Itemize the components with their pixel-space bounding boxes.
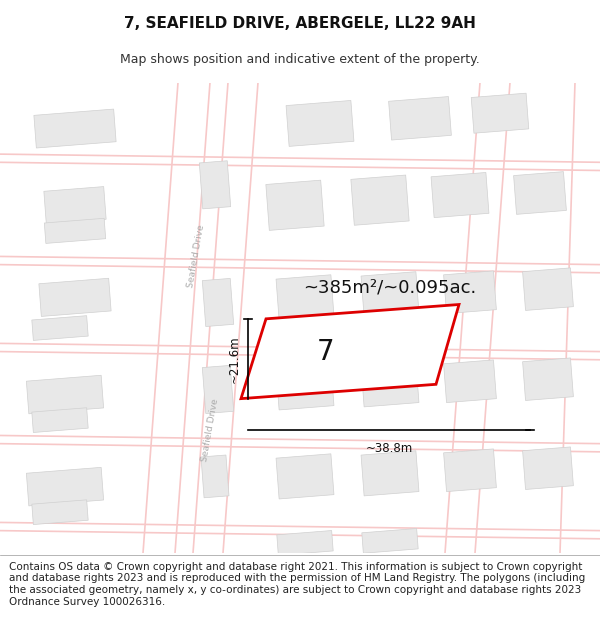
Polygon shape [443, 360, 496, 403]
Polygon shape [199, 161, 230, 209]
Text: 7: 7 [317, 338, 334, 366]
Text: ~38.8m: ~38.8m [365, 442, 413, 455]
Polygon shape [523, 268, 574, 311]
Polygon shape [351, 175, 409, 225]
Polygon shape [443, 449, 496, 492]
Polygon shape [276, 365, 334, 410]
Polygon shape [241, 304, 459, 399]
Polygon shape [202, 366, 233, 414]
Polygon shape [32, 316, 88, 341]
Polygon shape [276, 275, 334, 320]
Polygon shape [32, 408, 88, 432]
Polygon shape [361, 272, 419, 317]
Text: 7, SEAFIELD DRIVE, ABERGELE, LL22 9AH: 7, SEAFIELD DRIVE, ABERGELE, LL22 9AH [124, 16, 476, 31]
Polygon shape [26, 375, 104, 414]
Polygon shape [44, 187, 106, 224]
Polygon shape [286, 101, 354, 146]
Polygon shape [26, 468, 104, 506]
Polygon shape [201, 455, 229, 498]
Polygon shape [443, 271, 496, 314]
Polygon shape [266, 180, 324, 231]
Text: ~385m²/~0.095ac.: ~385m²/~0.095ac. [304, 278, 476, 296]
Text: Seafield Drive: Seafield Drive [200, 398, 220, 462]
Polygon shape [389, 97, 451, 140]
Polygon shape [32, 500, 88, 524]
Polygon shape [471, 93, 529, 133]
Polygon shape [34, 109, 116, 148]
Text: Map shows position and indicative extent of the property.: Map shows position and indicative extent… [120, 53, 480, 66]
Text: Seafield Drive: Seafield Drive [186, 224, 206, 289]
Polygon shape [39, 278, 111, 316]
Polygon shape [361, 362, 419, 407]
Polygon shape [277, 531, 333, 555]
Text: ~21.6m: ~21.6m [227, 335, 241, 382]
Polygon shape [361, 451, 419, 496]
Polygon shape [523, 447, 574, 489]
Text: Contains OS data © Crown copyright and database right 2021. This information is : Contains OS data © Crown copyright and d… [9, 562, 585, 606]
Polygon shape [523, 358, 574, 401]
Polygon shape [514, 172, 566, 214]
Polygon shape [44, 218, 106, 243]
Polygon shape [202, 278, 233, 326]
Polygon shape [276, 454, 334, 499]
Polygon shape [362, 529, 418, 553]
Polygon shape [431, 173, 489, 218]
